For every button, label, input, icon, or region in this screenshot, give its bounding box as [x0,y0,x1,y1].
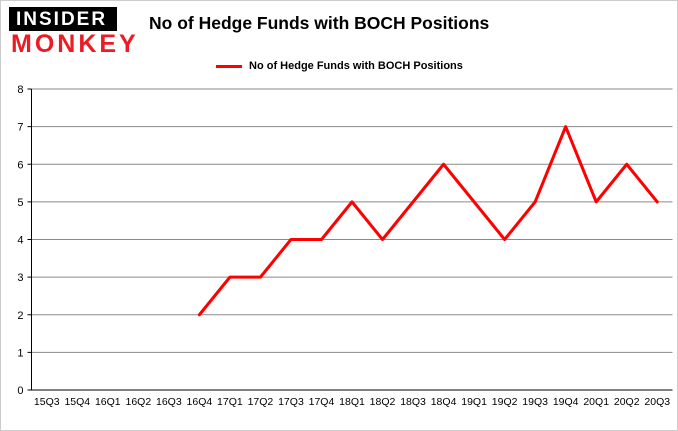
x-axis-label: 18Q1 [339,396,365,408]
x-axis-label: 17Q3 [278,396,304,408]
x-axis-label: 17Q1 [217,396,243,408]
chart-title: No of Hedge Funds with BOCH Positions [149,13,490,33]
x-axis-label: 18Q2 [370,396,396,408]
x-axis-label: 19Q3 [522,396,548,408]
logo-insider-text: INSIDER [9,7,118,31]
legend-label: No of Hedge Funds with BOCH Positions [249,60,463,72]
legend: No of Hedge Funds with BOCH Positions [216,60,463,72]
x-axis-label: 18Q3 [400,396,426,408]
x-axis-label: 15Q3 [34,396,60,408]
x-axis-label: 19Q4 [553,396,579,408]
y-axis-label: 7 [17,122,23,134]
x-axis-label: 20Q2 [614,396,640,408]
y-axis-label: 5 [17,197,23,209]
x-axis-label: 17Q2 [248,396,274,408]
x-axis-label: 19Q1 [461,396,487,408]
logo-monkey-text: MONKEY [11,30,139,58]
y-axis-label: 1 [17,347,23,359]
x-axis-label: 18Q4 [431,396,457,408]
data-line [197,125,659,317]
y-axis-label: 0 [17,385,23,397]
x-axis-label: 17Q4 [309,396,335,408]
y-axis-label: 8 [17,84,23,96]
x-axis-label: 19Q2 [492,396,518,408]
x-axis-label: 16Q2 [125,396,151,408]
y-axis-label: 4 [17,235,23,247]
y-axis-label: 3 [17,272,23,284]
legend-line-swatch [216,64,242,68]
x-axis-label: 20Q1 [583,396,609,408]
insider-monkey-logo: INSIDER MONKEY [9,7,139,58]
x-axis-label: 16Q3 [156,396,182,408]
x-axis-label: 15Q4 [64,396,90,408]
x-axis-label: 20Q3 [644,396,670,408]
y-axis-label: 2 [17,310,23,322]
x-axis-label: 16Q4 [187,396,213,408]
x-axis-label: 16Q1 [95,396,121,408]
y-axis-label: 6 [17,159,23,171]
